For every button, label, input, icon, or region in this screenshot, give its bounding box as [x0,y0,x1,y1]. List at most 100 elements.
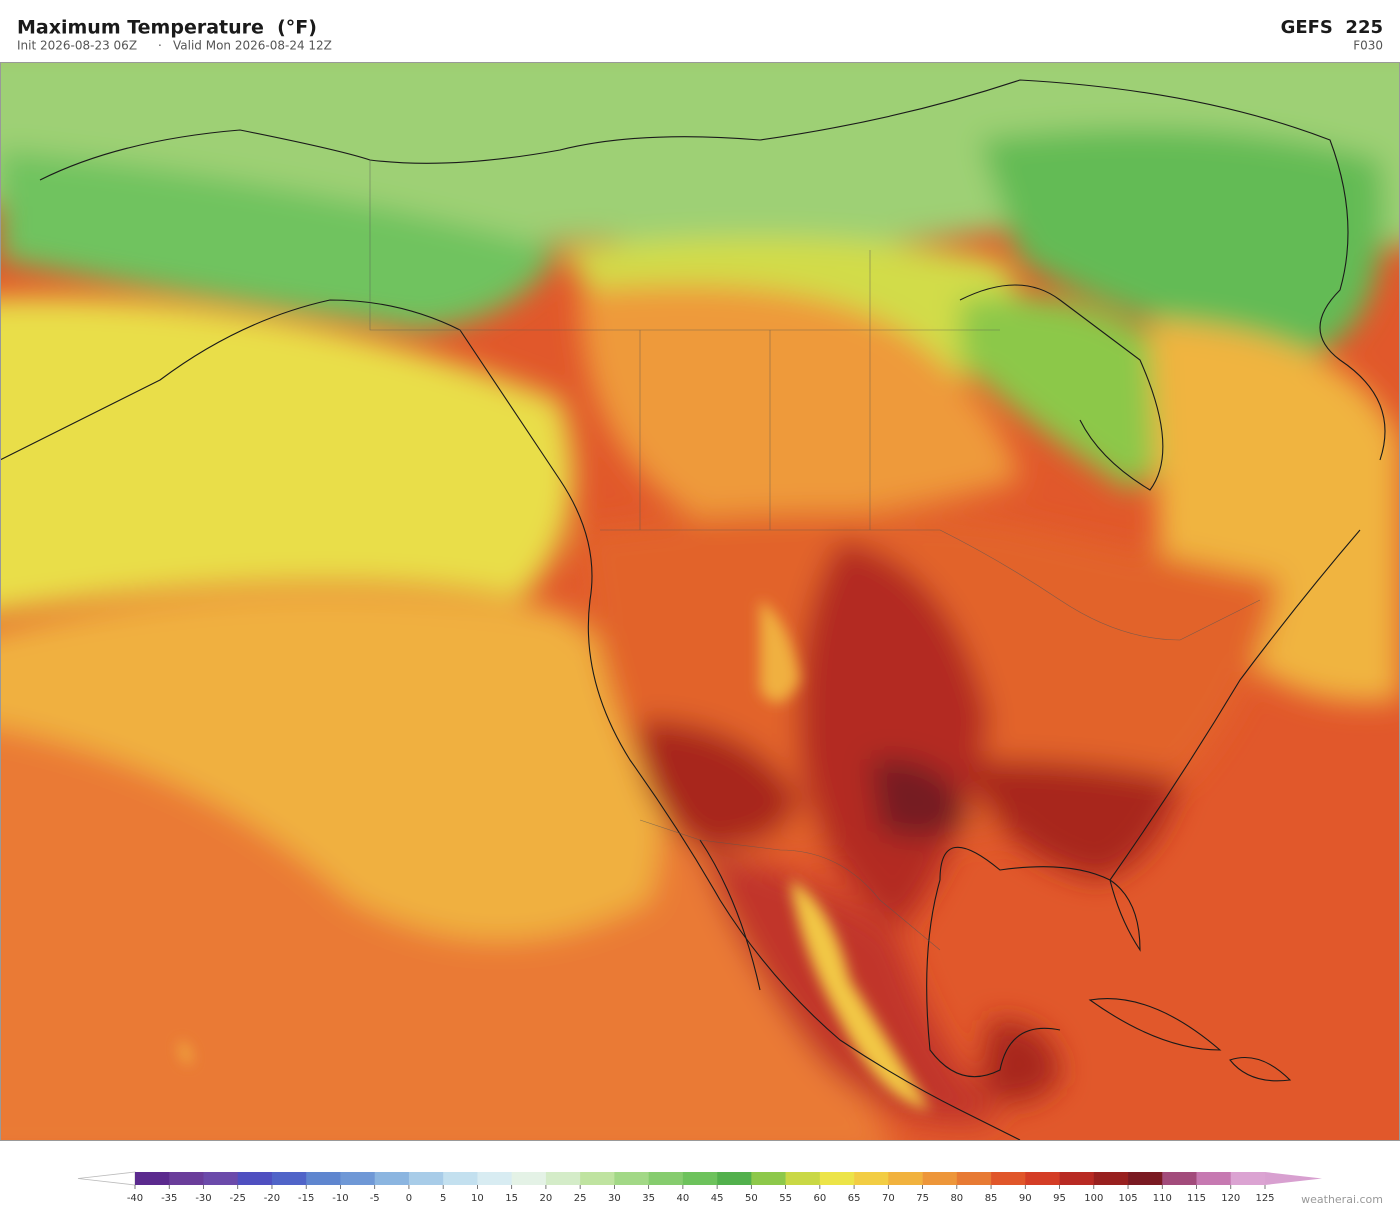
border [639,250,871,530]
colorbar-tick-label: 15 [505,1193,518,1204]
valid-time: Valid Mon 2026-08-24 12Z [173,39,332,53]
colorbar-tick-label: 105 [1118,1193,1137,1204]
coastline [39,79,1386,461]
colorbar-segment [991,1172,1026,1185]
colorbar-tick-label: 0 [406,1193,412,1204]
colorbar-segment [614,1172,649,1185]
colorbar-tick-label: 20 [540,1193,553,1204]
init-time: Init 2026-08-23 06Z [17,39,137,53]
field [980,1020,1060,1103]
field [980,128,1384,360]
colorbar-segment [1025,1172,1060,1185]
colorbar-segment [169,1172,204,1185]
colorbar-segment [511,1172,547,1185]
colorbar-tick-label: -5 [370,1193,380,1204]
colorbar-tick-label: 120 [1221,1193,1240,1204]
colorbar-tick-label: 10 [471,1193,484,1204]
field [790,880,930,1110]
colorbar-tick-label: -10 [332,1193,348,1204]
colorbar-tick-label: 45 [711,1193,724,1204]
colorbar-tick-label: -40 [127,1193,143,1204]
colorbar-tick-label: 25 [574,1193,587,1204]
colorbar-segment [135,1172,170,1185]
colorbar-over [1265,1172,1322,1185]
colorbar-tick-label: 55 [779,1193,792,1204]
colorbar-segment [408,1172,444,1185]
field [638,720,800,850]
colorbar-segment [580,1172,615,1185]
colorbar-segment [1196,1172,1232,1185]
colorbar-tick-label: -25 [230,1193,246,1204]
colorbar-tick-label: 65 [848,1193,861,1204]
field [0,590,664,940]
coastline [0,299,1021,1141]
colorbar-segment [306,1172,341,1185]
colorbar-under [77,1171,136,1186]
coastline [959,284,1164,491]
colorbar-tick-label: 80 [950,1193,963,1204]
colorbar-tick-label: -20 [264,1193,280,1204]
border [600,529,1261,641]
colorbar-segment [682,1172,718,1185]
field [760,600,800,703]
colorbar-segment [443,1172,478,1185]
coastline [939,846,1141,952]
colorbar-segment [1230,1172,1266,1185]
colorbar-segment [271,1172,307,1185]
colorbar-segment [785,1172,821,1185]
field [960,296,1180,490]
borders [369,160,1261,951]
colorbar-segment [203,1172,239,1185]
field [580,285,1020,520]
field [0,297,574,614]
colorbar-tick-label: 40 [677,1193,690,1204]
colorbar-segment [819,1172,855,1185]
colorbar-tick-label: -15 [298,1193,314,1204]
coastlines [0,79,1386,1141]
separator: · [158,39,162,53]
colorbar-segment [648,1172,684,1185]
colorbar-segment [888,1172,923,1185]
colorbar-tick-label: 115 [1187,1193,1206,1204]
colorbar-tick-label: 60 [813,1193,826,1204]
colorbar-segment [237,1172,273,1185]
border [369,160,1000,331]
colorbar-tick-label: 30 [608,1193,621,1204]
model-name: GEFS 225 [1281,17,1383,38]
colorbar-segment [854,1172,889,1185]
map [0,62,1400,1141]
highland-field [179,600,930,1110]
credit: weatherai.com [1301,1193,1383,1206]
coastline [699,839,761,991]
colorbar-segment [717,1172,752,1185]
coastline [926,879,1061,1078]
temperature-field [0,62,1400,1141]
colorbar-segment [1162,1172,1197,1185]
colorbar-tick-label: -30 [195,1193,211,1204]
colorbar-segment [1093,1172,1129,1185]
colorbar-tick-label: 50 [745,1193,758,1204]
title: Maximum Temperature (°F) [17,17,317,39]
colorbar-tick-label: 90 [1019,1193,1032,1204]
colorbar-segment [477,1172,512,1185]
colorbar-tick-label: 85 [985,1193,998,1204]
forecast-hour: F030 [1353,39,1383,53]
field [179,1040,192,1065]
coastline [1109,529,1361,881]
colorbar-tick-label: 125 [1255,1193,1274,1204]
colorbar-tick-label: 5 [440,1193,446,1204]
colorbar-segment [1059,1172,1095,1185]
border [639,819,941,951]
field [0,150,560,330]
colorbar-tick-label: 110 [1153,1193,1172,1204]
colorbar: -40 -35 -30 -25 -20 -15 -10 -5 0 5 10 15 20 25 30 35 40 4… [77,1171,1322,1204]
colorbar-segment [956,1172,992,1185]
colorbar-tick-label: -35 [161,1193,177,1204]
coastline [1229,1056,1292,1082]
colorbar-tick-label: 100 [1084,1193,1103,1204]
colorbar-tick-label: 70 [882,1193,895,1204]
colorbar-tick-label: 35 [642,1193,655,1204]
field [960,760,1180,880]
